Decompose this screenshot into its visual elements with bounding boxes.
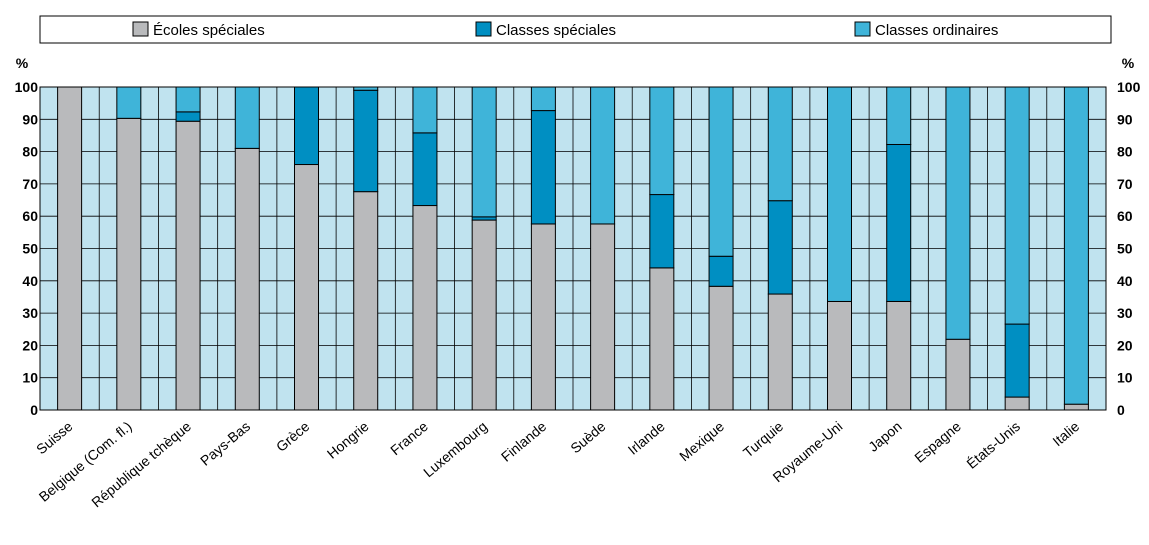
y-axis-left: 0 10 20 30 40 50 60 70 80 90 100 (15, 79, 39, 418)
category-label: États-Unis (963, 418, 1023, 472)
bar-segment (708, 86, 734, 257)
bar-segment (116, 117, 142, 411)
bar-segment (945, 338, 971, 411)
y-tick-label: 80 (22, 144, 38, 160)
y-tick-label: 80 (1117, 144, 1133, 160)
y-unit-left: % (16, 55, 29, 71)
bar-segment (827, 300, 852, 411)
y-tick-label: 10 (1117, 370, 1133, 386)
bar-segment (886, 143, 912, 302)
bar-segment (234, 147, 260, 411)
y-tick-label: 20 (22, 337, 38, 353)
bar-segment (294, 86, 319, 166)
bar-segment (649, 267, 675, 411)
bar-segment (649, 194, 675, 269)
bar-segment (590, 86, 616, 225)
bar-segment (175, 120, 201, 411)
legend-label: Classes spéciales (496, 22, 616, 39)
bar-segment (175, 86, 201, 113)
bar-segment (1063, 403, 1089, 411)
category-label: Hongrie (324, 418, 372, 462)
y-tick-label: 60 (1117, 208, 1133, 224)
bar-segment (708, 285, 734, 411)
category-label: Suède (567, 418, 608, 456)
bar-segment (1004, 323, 1030, 398)
bar-segment (767, 86, 793, 202)
y-tick-label: 30 (22, 305, 38, 321)
y-axis-right: 0 10 20 30 40 50 60 70 80 90 100 (1117, 79, 1141, 418)
y-tick-label: 90 (22, 111, 38, 127)
bar-segment (530, 223, 556, 411)
legend-swatch (132, 21, 149, 37)
bars (57, 86, 1089, 411)
category-label: Espagne (911, 418, 964, 466)
bar-segment (590, 223, 616, 411)
y-tick-label: 100 (15, 79, 39, 95)
y-tick-label: 30 (1117, 305, 1133, 321)
y-tick-label: 10 (22, 370, 38, 386)
y-tick-label: 70 (1117, 176, 1133, 192)
bar-segment (471, 219, 497, 411)
bar-segment (767, 293, 793, 411)
category-label: Italie (1049, 418, 1082, 449)
category-label: Finlande (498, 418, 550, 465)
bar-segment (886, 86, 912, 145)
bar-segment (1063, 86, 1089, 405)
category-label: République tchèque (88, 418, 194, 510)
y-tick-label: 0 (1117, 402, 1125, 418)
bar-segment (353, 89, 379, 193)
bar-segment (412, 86, 438, 134)
category-label: France (387, 418, 431, 458)
legend-swatch (854, 21, 871, 37)
y-tick-label: 0 (30, 402, 38, 418)
bar-segment (294, 164, 319, 411)
bar-segment (1004, 396, 1030, 411)
plot-area (39, 86, 1107, 411)
bar-segment (827, 86, 852, 302)
legend-label: Écoles spéciales (153, 22, 265, 39)
bar-segment (945, 86, 971, 340)
y-tick-label: 90 (1117, 111, 1133, 127)
category-label: Mexique (676, 418, 727, 464)
legend-box (39, 15, 1112, 44)
bar-segment (353, 191, 379, 411)
y-tick-label: 70 (22, 176, 38, 192)
category-label: Turquie (740, 418, 786, 461)
bar-segment (530, 86, 556, 112)
y-tick-label: 50 (1117, 241, 1133, 257)
bar-segment (1004, 86, 1030, 325)
y-tick-label: 40 (1117, 273, 1133, 289)
legend-label: Classes ordinaires (875, 22, 998, 39)
category-label: Irlande (625, 418, 668, 458)
bar-segment (116, 86, 142, 119)
bar-segment (234, 86, 260, 149)
y-tick-label: 60 (22, 208, 38, 224)
bar-segment (412, 132, 438, 207)
bar-segment (412, 205, 438, 411)
legend: Écoles spéciales Classes spéciales Classes… (39, 15, 1112, 44)
category-label: Grèce (273, 418, 313, 455)
bar-segment (708, 255, 734, 287)
category-label: Japon (865, 418, 905, 455)
y-tick-label: 40 (22, 273, 38, 289)
bar-segment (767, 200, 793, 295)
legend-swatch (475, 21, 492, 37)
y-tick-label: 50 (22, 241, 38, 257)
bar-segment (353, 86, 379, 91)
bar-segment (57, 86, 83, 411)
bar-segment (886, 300, 912, 411)
bar-segment (649, 86, 675, 196)
category-label: Suisse (33, 418, 76, 457)
bar-segment (175, 111, 201, 122)
bar-segment (471, 86, 497, 218)
bar-segment (530, 110, 556, 225)
category-label: Pays-Bas (197, 418, 253, 469)
category-label: Luxembourg (420, 418, 490, 480)
y-tick-label: 100 (1117, 79, 1141, 95)
y-tick-label: 20 (1117, 337, 1133, 353)
y-unit-right: % (1122, 55, 1135, 71)
